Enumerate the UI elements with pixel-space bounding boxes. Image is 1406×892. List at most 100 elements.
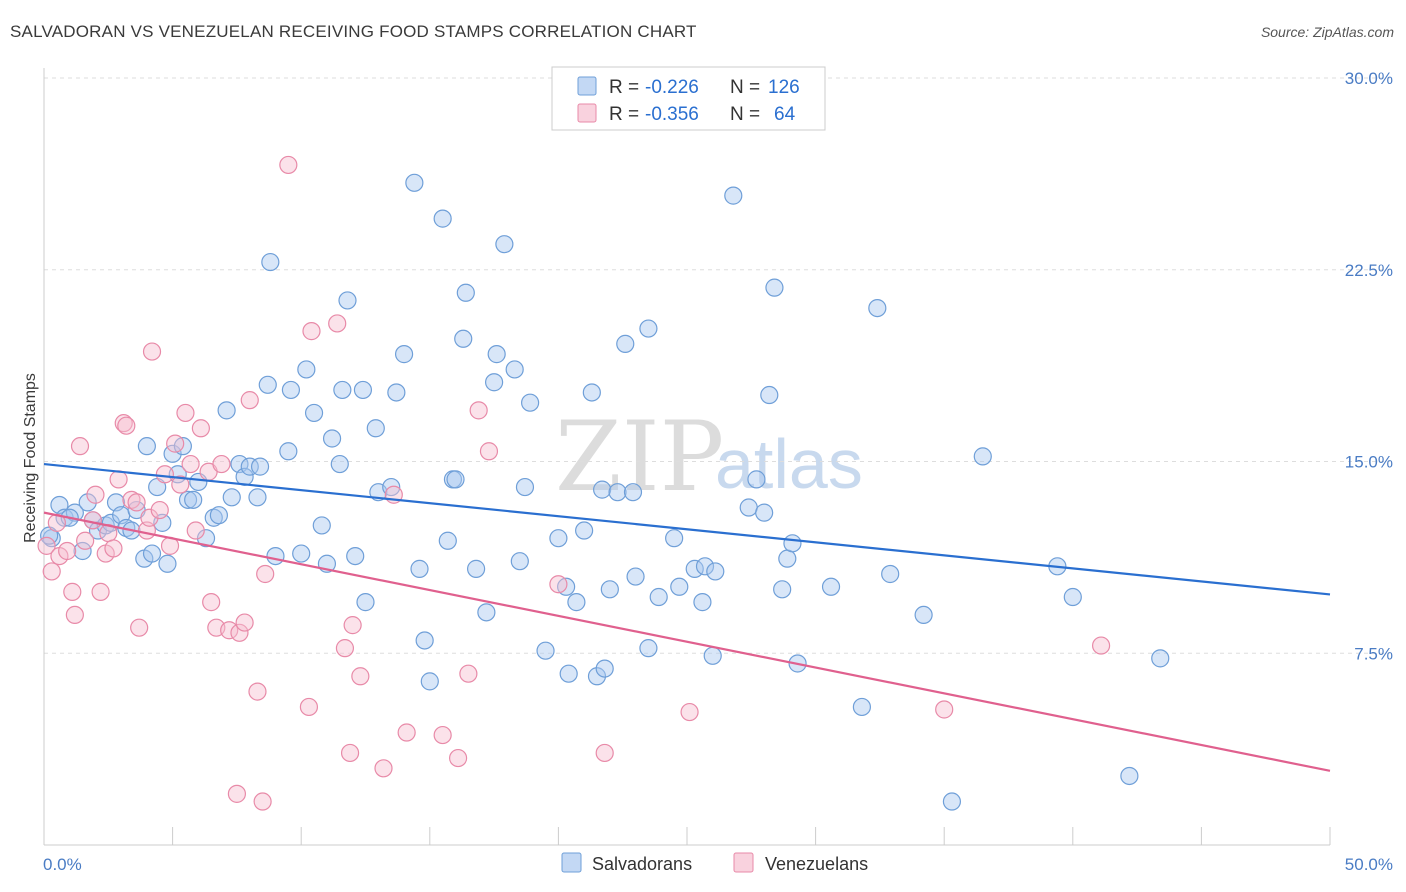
venezuelans-point-41 — [240, 391, 259, 410]
y-tick-label-3: 30.0% — [1345, 69, 1393, 88]
venezuelans-point-52 — [351, 667, 370, 686]
venezuelans-point-18 — [122, 490, 141, 509]
stats-legend: R = -0.226 N = 126 R = -0.356 N = 64 — [551, 66, 826, 131]
salvadorans-point-112 — [821, 577, 841, 596]
venezuelans-point-0 — [37, 536, 56, 555]
venezuelans-point-45 — [279, 155, 298, 175]
salvadorans-point-39 — [266, 546, 285, 566]
legend-swatch-salvadorans — [577, 76, 597, 96]
salvadorans-point-31 — [222, 488, 241, 507]
salvadorans-point-117 — [942, 792, 962, 811]
venezuelans-point-48 — [328, 314, 347, 333]
salvadorans-point-51 — [346, 546, 365, 566]
salvadorans-point-107 — [765, 278, 784, 297]
salvadorans-point-68 — [466, 559, 486, 578]
series-legend-swatch-venezuelans — [733, 852, 754, 873]
salvadorans-point-86 — [595, 659, 614, 678]
salvadorans-point-125 — [446, 470, 465, 489]
salvadorans-point-61 — [415, 631, 434, 650]
venezuelans-point-62 — [595, 743, 614, 763]
venezuelans-point-25 — [155, 465, 174, 484]
salvadorans-point-91 — [626, 567, 645, 586]
salvadorans-point-38 — [261, 252, 280, 272]
series-legend-label-salvadorans: Salvadorans — [592, 854, 692, 874]
salvadorans-point-80 — [559, 664, 578, 683]
venezuelans-point-59 — [469, 401, 488, 420]
salvadorans-point-27 — [196, 529, 216, 548]
y-tick-label-2: 22.5% — [1345, 261, 1393, 280]
salvadorans-point-83 — [582, 383, 601, 402]
venezuelans-point-51 — [343, 616, 362, 635]
salvadorans-point-59 — [405, 173, 424, 192]
venezuelans-point-38 — [227, 784, 246, 803]
venezuelans-point-14 — [104, 539, 123, 558]
venezuelans-point-8 — [76, 531, 95, 550]
salvadorans-point-71 — [487, 345, 506, 364]
salvadorans-point-122 — [1151, 649, 1170, 668]
venezuelans-point-15 — [109, 470, 128, 489]
venezuelans-point-58 — [459, 664, 478, 683]
venezuelans-point-43 — [253, 792, 272, 811]
salvadorans-point-66 — [454, 329, 473, 348]
salvadorans-point-74 — [510, 552, 529, 571]
salvadorans-point-109 — [778, 549, 797, 568]
salvadorans-point-67 — [456, 283, 475, 302]
venezuelans-point-27 — [166, 434, 185, 453]
salvadorans-point-104 — [747, 470, 766, 489]
venezuelans-point-16 — [114, 414, 133, 433]
y-tick-label-1: 15.0% — [1345, 453, 1393, 472]
salvadorans-point-36 — [250, 457, 270, 476]
venezuelans-point-36 — [212, 454, 231, 474]
venezuelans-point-31 — [186, 521, 205, 540]
salvadorans-point-110 — [783, 534, 802, 553]
salvadorans-point-120 — [1063, 587, 1082, 607]
salvadorans-point-17 — [142, 544, 162, 563]
venezuelans-point-24 — [150, 500, 169, 520]
salvadorans-point-81 — [567, 593, 586, 612]
y-axis-label: Receiving Food Stamps — [22, 373, 39, 543]
salvadorans-point-118 — [973, 447, 992, 466]
venezuelans-point-44 — [256, 564, 275, 584]
y-tick-labels: 7.5% 15.0% 22.5% 30.0% — [1345, 69, 1393, 663]
salvadorans-point-50 — [338, 291, 357, 310]
legend-n-value-1: 64 — [774, 104, 796, 125]
salvadorans-point-41 — [281, 380, 301, 400]
venezuelans-point-1 — [42, 562, 61, 581]
venezuelans-point-65 — [1091, 636, 1111, 655]
venezuelans-point-4 — [58, 541, 77, 561]
salvadorans-point-99 — [695, 557, 715, 576]
salvadorans-point-102 — [724, 186, 743, 205]
series-legend-swatch-salvadorans — [561, 852, 582, 873]
salvadorans-point-45 — [312, 516, 331, 535]
salvadorans-point-62 — [420, 672, 439, 691]
salvadorans-point-69 — [477, 603, 496, 622]
salvadorans-point-100 — [703, 646, 722, 665]
salvadorans-point-24 — [178, 490, 198, 509]
legend-r-label-1: R = — [609, 104, 639, 125]
salvadorans-point-54 — [366, 419, 385, 438]
legend-r-value-0: -0.226 — [645, 77, 699, 98]
salvadorans-point-76 — [521, 393, 540, 412]
salvadorans-point-40 — [279, 442, 298, 461]
salvadorans-point-95 — [665, 529, 684, 548]
salvadorans-point-43 — [297, 360, 316, 379]
venezuelans-point-42 — [248, 682, 267, 701]
salvadorans-point-25 — [184, 490, 203, 509]
venezuelans-point-28 — [171, 475, 190, 494]
salvadorans-point-101 — [706, 562, 725, 581]
salvadorans-point-72 — [495, 235, 514, 254]
salvadorans-point-37 — [258, 375, 277, 394]
venezuelans-point-11 — [91, 582, 110, 601]
salvadorans-point-64 — [438, 531, 457, 550]
salvadorans-point-16 — [137, 437, 156, 456]
venezuelans-point-17 — [117, 416, 136, 435]
venezuelans-point-47 — [302, 322, 321, 341]
salvadorans-point-115 — [881, 564, 900, 584]
salvadorans-point-116 — [914, 605, 933, 625]
venezuelans-point-22 — [140, 508, 159, 527]
salvadorans-point-49 — [333, 380, 352, 400]
venezuelans-point-40 — [235, 613, 254, 632]
venezuelans-point-64 — [935, 700, 954, 719]
salvadorans-point-103 — [739, 498, 758, 517]
salvadorans-point-87 — [600, 580, 619, 599]
